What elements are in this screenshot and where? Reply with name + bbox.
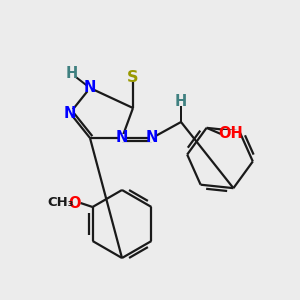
FancyBboxPatch shape	[52, 199, 70, 207]
Text: H: H	[175, 94, 187, 110]
Text: N: N	[64, 106, 76, 121]
FancyBboxPatch shape	[70, 199, 79, 207]
FancyBboxPatch shape	[223, 130, 238, 138]
FancyBboxPatch shape	[177, 98, 185, 106]
Text: N: N	[146, 130, 158, 146]
FancyBboxPatch shape	[85, 84, 94, 92]
FancyBboxPatch shape	[148, 134, 157, 142]
Text: OH: OH	[218, 126, 243, 141]
Text: H: H	[66, 67, 78, 82]
Text: O: O	[68, 196, 81, 211]
FancyBboxPatch shape	[118, 134, 127, 142]
Text: N: N	[84, 80, 96, 95]
Text: CH₃: CH₃	[47, 196, 74, 209]
FancyBboxPatch shape	[128, 74, 138, 82]
FancyBboxPatch shape	[65, 109, 74, 117]
FancyBboxPatch shape	[68, 70, 76, 77]
Text: S: S	[127, 70, 139, 86]
Text: N: N	[116, 130, 128, 146]
